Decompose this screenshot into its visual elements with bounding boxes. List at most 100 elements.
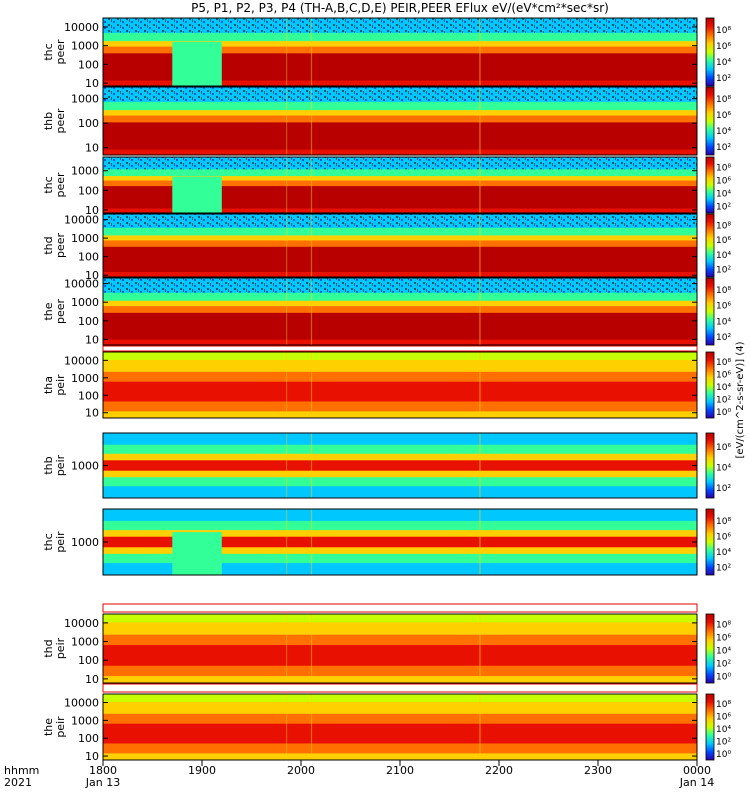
panel-frame	[102, 213, 698, 278]
colorbar-tick-label: 10⁰	[716, 673, 731, 683]
spectrogram-noise	[103, 157, 697, 170]
spectrogram-band	[103, 536, 697, 548]
colorbar-tick-label: 10⁴	[716, 58, 731, 68]
y-tick-label: 10	[85, 77, 99, 90]
spectrogram-band	[103, 101, 697, 111]
y-tick-label: 10	[85, 750, 99, 763]
colorbar-tick-label: 10⁸	[716, 164, 731, 174]
spectrogram-band	[103, 530, 697, 538]
spectrogram-streak	[310, 352, 313, 418]
spectrogram-streak	[310, 157, 313, 213]
colorbar	[705, 351, 715, 419]
spectrogram-band	[103, 622, 697, 636]
colorbar-tick-label: 10⁰	[716, 408, 731, 418]
spectrogram-band	[103, 235, 697, 241]
spectrogram-band	[103, 339, 697, 346]
y-tick-label: 1000	[71, 460, 99, 473]
panel-frame	[102, 277, 698, 346]
y-tick-label: 10	[85, 204, 99, 217]
y-tick-label: 100	[78, 654, 99, 667]
spectrogram-band	[103, 122, 697, 151]
panel-label-instrument: peir	[54, 531, 67, 553]
spectrogram-band	[103, 753, 697, 761]
colorbar	[705, 432, 715, 499]
colorbar-tick-label: 10⁴	[716, 464, 731, 474]
spectrogram-band	[103, 563, 697, 576]
colorbar-tick-label: 10²	[716, 660, 731, 670]
y-tick-label: 10	[85, 269, 99, 282]
colorbar-tick-label: 10⁶	[716, 532, 731, 542]
y-tick-label: 1000	[71, 636, 99, 649]
colorbar-tick-label: 10²	[716, 737, 731, 747]
colorbar-tick-label: 10⁶	[716, 302, 731, 312]
spectrogram-gap	[172, 176, 222, 213]
x-tick-label: 0000	[683, 764, 711, 777]
colorbar-tick-label: 10⁸	[716, 26, 731, 36]
panel-4: 10 100 1000 10000 thd peer 10² 10⁴ 10⁶ 10⁸	[42, 213, 731, 282]
panel-label-probe: thb	[42, 456, 55, 474]
y-tick-label: 1000	[71, 93, 99, 106]
spectrogram-streak	[286, 214, 288, 277]
spectrogram-band	[103, 453, 697, 461]
colorbar	[705, 693, 715, 761]
spectrogram-band	[103, 477, 697, 487]
colorbar	[705, 613, 715, 684]
panel-label-instrument: peer	[54, 172, 67, 198]
panel-gap	[102, 345, 698, 352]
spectrogram-band	[103, 553, 697, 564]
spectrogram-noise	[103, 18, 697, 33]
panel-6: 10 100 1000 10000 tha peir 10⁰ 10² 10⁴ 10⁶ 10⁸	[42, 351, 731, 420]
panel-label-instrument: peer	[54, 299, 67, 325]
y-tick-label: 10	[85, 407, 99, 420]
spectrogram-band	[103, 32, 697, 42]
spectrogram-streak	[479, 214, 481, 277]
colorbar	[705, 213, 715, 278]
spectrogram-band	[103, 300, 697, 307]
panel-frame	[102, 613, 698, 684]
colorbar-tick-label: 10²	[716, 333, 731, 343]
colorbar-tick-label: 10⁴	[716, 548, 731, 558]
y-tick-label: 1000	[71, 372, 99, 385]
panel-9: 10 100 1000 10000 thd peir 10⁰ 10² 10⁴ 10⁶ 10⁸	[42, 613, 731, 686]
spectrogram-streak	[310, 433, 313, 498]
panel-5: 10 100 1000 10000 the peer 10² 10⁴ 10⁶ 10⁸	[42, 277, 731, 346]
spectrogram-band	[103, 433, 697, 446]
spectrogram-streak	[479, 157, 481, 213]
spectrogram-band	[103, 359, 697, 373]
spectrogram-band	[103, 292, 697, 302]
spectrogram-band	[103, 246, 697, 273]
spectrogram-band	[103, 401, 697, 412]
x-tick-label: 2300	[584, 764, 612, 777]
spectrogram-band	[103, 713, 697, 725]
spectrogram-band	[103, 701, 697, 715]
spectrogram-band	[103, 520, 697, 531]
y-tick-label: 10000	[64, 697, 99, 710]
spectrogram-streak	[286, 278, 288, 345]
spectrogram-band	[103, 470, 697, 478]
colorbar-tick-label: 10⁶	[716, 42, 731, 52]
x-tick-label: 2100	[386, 764, 414, 777]
colorbar-label: [eV/(cm^2-s-sr-eV)] (4)	[735, 341, 746, 458]
panel-10: 10 100 1000 10000 the peir 10⁰ 10² 10⁴ 10⁶ 10⁸	[42, 693, 731, 763]
panel-frame	[102, 156, 698, 214]
x-tick-date: Jan 14	[679, 776, 714, 789]
y-tick-label: 100	[78, 315, 99, 328]
spectrogram-streak	[479, 509, 481, 575]
colorbar-tick-label: 10⁸	[716, 621, 731, 631]
spectrogram-streak	[310, 509, 313, 575]
spectrogram-band	[103, 352, 697, 361]
spectrogram-band	[103, 306, 697, 314]
x-tick-date: Jan 13	[85, 776, 120, 789]
colorbar-tick-label: 10²	[716, 74, 731, 84]
panel-3: 10 100 1000 thc peer 10² 10⁴ 10⁶ 10⁸	[42, 156, 731, 217]
spectrogram-band	[103, 444, 697, 455]
panel-label-instrument: peir	[54, 374, 67, 396]
spectrogram-band	[103, 41, 697, 48]
spectrogram-streak	[310, 694, 313, 760]
panel-2: 10 100 1000 thb peer 10² 10⁴ 10⁶ 10⁸	[42, 86, 731, 156]
colorbar	[705, 156, 715, 214]
spectrogram-band	[103, 547, 697, 555]
panel-label-instrument: peir	[54, 454, 67, 476]
